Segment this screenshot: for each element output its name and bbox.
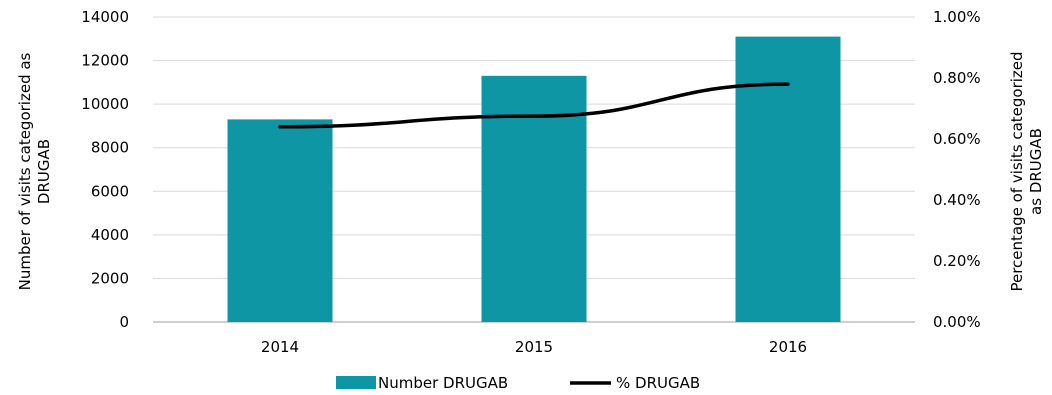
- right-axis-title: Percentage of visits categorizedas DRUGA…: [1008, 51, 1045, 291]
- right-tick-label: 0.20%: [933, 252, 981, 270]
- right-tick-label: 0.80%: [933, 69, 981, 87]
- x-tick-label: 2015: [515, 338, 553, 356]
- legend: Number DRUGAB % DRUGAB: [336, 374, 700, 392]
- left-axis-title: Number of visits categorized asDRUGAB: [16, 52, 53, 290]
- legend-label-bar: Number DRUGAB: [378, 374, 508, 392]
- bar-2014: [227, 119, 333, 323]
- right-tick-label: 0.60%: [933, 130, 981, 148]
- legend-label-line: % DRUGAB: [616, 374, 700, 392]
- left-axis-title-line: DRUGAB: [35, 139, 53, 204]
- left-tick-label: 8000: [91, 139, 129, 157]
- right-axis-title-line: Percentage of visits categorized: [1008, 51, 1026, 291]
- left-tick-label: 6000: [91, 182, 129, 200]
- left-tick-label: 12000: [81, 52, 129, 70]
- left-tick-label: 2000: [91, 269, 129, 287]
- legend-bar-swatch: [336, 376, 376, 389]
- left-tick-label: 0: [119, 313, 129, 331]
- left-tick-label: 4000: [91, 226, 129, 244]
- right-axis-title-line: as DRUGAB: [1027, 128, 1045, 215]
- bar-2015: [481, 75, 587, 322]
- x-tick-label: 2014: [261, 338, 299, 356]
- bar-series: [227, 36, 841, 323]
- bar-2016: [735, 36, 841, 322]
- x-tick-label: 2016: [769, 338, 807, 356]
- left-axis-title-line: Number of visits categorized as: [16, 52, 34, 290]
- right-axis-ticks: 0.00% 0.20% 0.40% 0.60% 0.80% 1.00%: [933, 8, 981, 331]
- right-tick-label: 1.00%: [933, 8, 981, 26]
- left-tick-label: 14000: [81, 8, 129, 26]
- right-tick-label: 0.00%: [933, 313, 981, 331]
- left-tick-label: 10000: [81, 95, 129, 113]
- line-series: [278, 82, 790, 129]
- left-axis-ticks: 0 2000 4000 6000 8000 10000 12000 14000: [81, 8, 129, 331]
- right-tick-label: 0.40%: [933, 191, 981, 209]
- axis-titles: Number of visits categorized asDRUGAB Per…: [16, 51, 1045, 291]
- x-axis-ticks: 2014 2015 2016: [261, 338, 807, 356]
